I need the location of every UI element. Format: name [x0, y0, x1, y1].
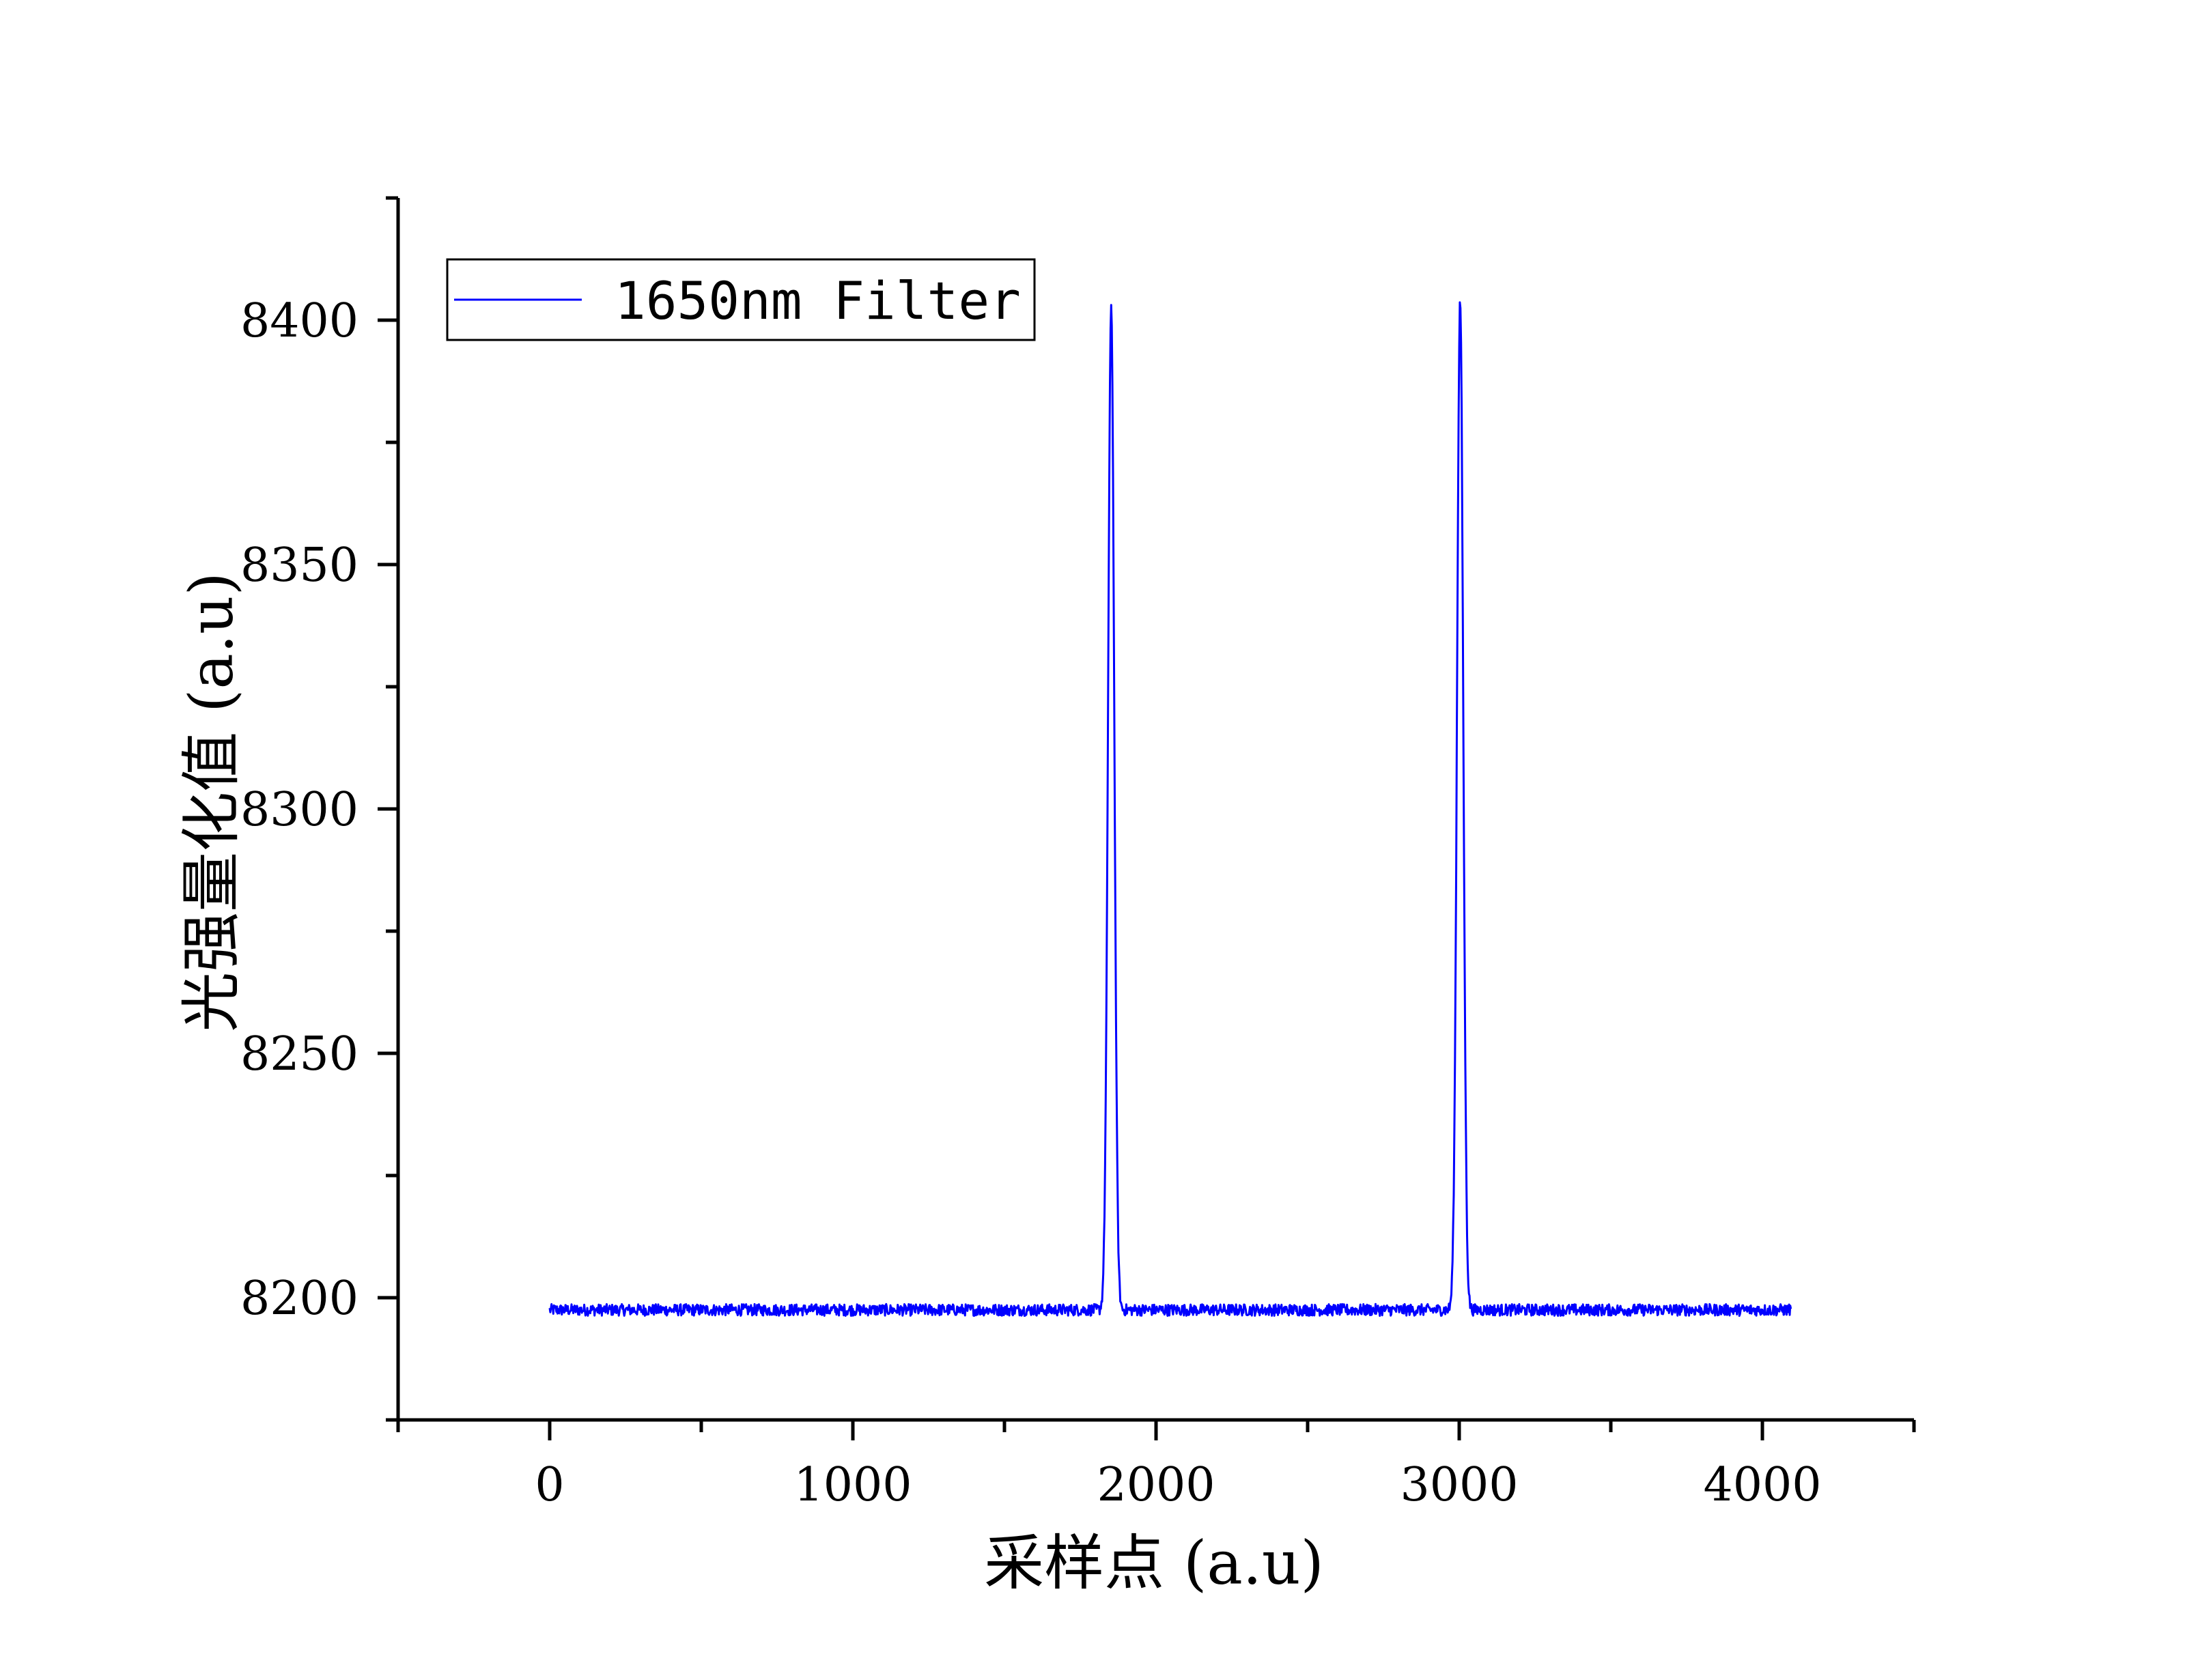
plot-area [548, 301, 1792, 1317]
x-axis-title: 采样点 (a.u) [984, 1528, 1324, 1598]
ticks: 0 1000 2000 3000 4000 8200 8250 8300 8350 8400 [240, 196, 1916, 1512]
y-tick-label: 8250 [240, 1027, 358, 1081]
series-line [548, 301, 1792, 1317]
y-tick-label: 8400 [240, 294, 358, 348]
axes [396, 198, 1914, 1422]
x-tick-label: 1000 [793, 1458, 912, 1512]
y-tick-label: 8200 [240, 1272, 358, 1326]
legend: 1650nm Filter [446, 258, 1036, 341]
x-tick-label: 3000 [1400, 1458, 1518, 1512]
x-tick-label: 0 [535, 1458, 564, 1512]
y-axis-title: 光强量化值 (a.u) [176, 572, 247, 1032]
y-tick-label: 8300 [240, 783, 358, 837]
x-tick-label: 2000 [1097, 1458, 1215, 1512]
x-tick-label: 4000 [1703, 1458, 1821, 1512]
legend-label: 1650nm Filter [615, 270, 1021, 331]
y-tick-label: 8350 [240, 539, 358, 593]
